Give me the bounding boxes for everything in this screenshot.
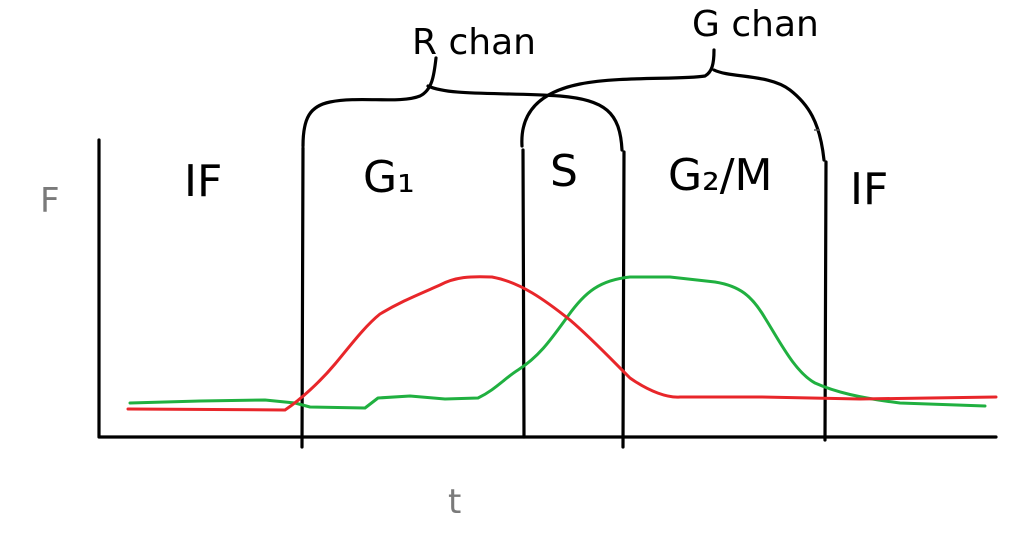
r-chan-label: R chan [412, 22, 536, 63]
boundary-s-g2m [621, 150, 626, 449]
phase-label-g2m: G₂/M [668, 150, 773, 201]
r-chan-bracket [301, 56, 624, 152]
green-curve [128, 275, 987, 410]
red-curve [126, 275, 998, 412]
phase-label-s: S [550, 146, 578, 197]
y-axis-label: F [40, 181, 60, 221]
x-axis-label: t [448, 482, 461, 522]
g-chan-bracket [520, 48, 826, 162]
boundary-if-g1 [300, 146, 305, 449]
phase-label-g1: G₁ [363, 152, 415, 203]
g-chan-label: G chan [692, 4, 819, 45]
phase-label-if-left: IF [184, 156, 222, 207]
boundary-g1-s [521, 148, 526, 439]
boundary-g2m-if [823, 160, 828, 442]
axes [97, 138, 998, 439]
phase-label-if-right: IF [850, 164, 888, 215]
